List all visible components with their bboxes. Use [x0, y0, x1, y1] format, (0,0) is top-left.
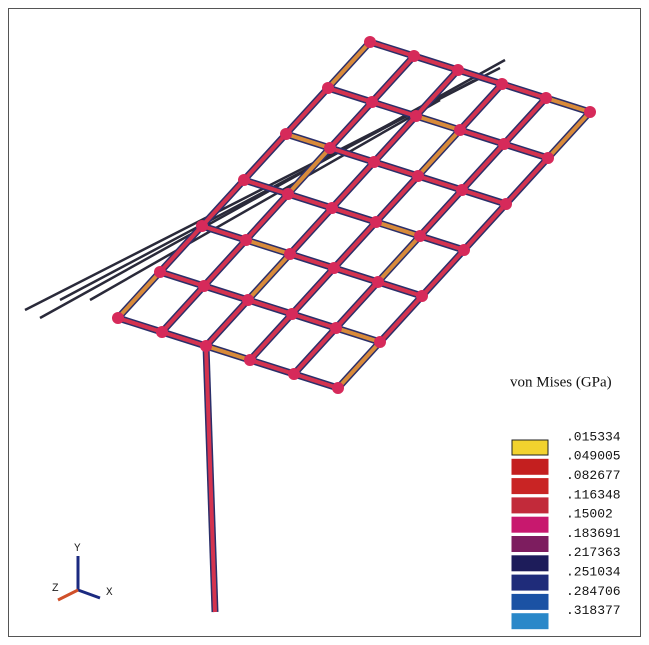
node — [196, 220, 208, 232]
node — [414, 230, 426, 242]
node — [452, 64, 464, 76]
fea-plot: von Mises (GPa) .015334 .049005 .082677 .11… — [0, 0, 649, 645]
node — [284, 248, 296, 260]
node — [366, 96, 378, 108]
node — [496, 78, 508, 90]
node — [370, 216, 382, 228]
node — [242, 294, 254, 306]
legend-swatch — [512, 498, 548, 513]
node — [198, 280, 210, 292]
legend-label: .217363 — [566, 545, 621, 560]
node — [288, 368, 300, 380]
legend-swatch — [512, 575, 548, 590]
legend-swatch — [512, 479, 548, 494]
node — [368, 156, 380, 168]
legend-swatch — [512, 537, 548, 552]
legend-swatch — [512, 440, 548, 455]
node — [584, 106, 596, 118]
node — [244, 354, 256, 366]
legend-swatch — [512, 594, 548, 609]
node — [540, 92, 552, 104]
node — [156, 326, 168, 338]
node — [238, 174, 250, 186]
triad-y-label: Y — [74, 543, 81, 555]
node — [326, 202, 338, 214]
node — [240, 234, 252, 246]
node — [500, 198, 512, 210]
node — [324, 142, 336, 154]
node — [416, 290, 428, 302]
legend-label: .015334 — [566, 429, 621, 444]
node — [322, 82, 334, 94]
legend-label: .049005 — [566, 449, 621, 464]
legend-swatch — [512, 459, 548, 474]
legend-label: .251034 — [566, 565, 621, 580]
node — [498, 138, 510, 150]
legend-label: .116348 — [566, 487, 621, 502]
node — [330, 322, 342, 334]
node — [332, 382, 344, 394]
node — [374, 336, 386, 348]
triad-x-label: X — [106, 587, 113, 599]
node — [286, 308, 298, 320]
legend-swatch — [512, 556, 548, 571]
legend-label: .318377 — [566, 603, 621, 618]
node — [372, 276, 384, 288]
legend-swatch — [512, 517, 548, 532]
node — [458, 244, 470, 256]
node — [328, 262, 340, 274]
node — [112, 312, 124, 324]
legend-label: .183691 — [566, 526, 621, 541]
legend-swatch — [512, 614, 548, 629]
legend-label: .15002 — [566, 507, 613, 522]
node — [282, 188, 294, 200]
page: {"legend": {"title": "von Mises (GPa)", … — [0, 0, 649, 645]
node — [200, 340, 212, 352]
node — [410, 110, 422, 122]
node — [412, 170, 424, 182]
node — [280, 128, 292, 140]
legend-title: von Mises (GPa) — [510, 374, 612, 390]
legend-label: .284706 — [566, 584, 621, 599]
triad-z-label: Z — [52, 583, 59, 595]
node — [364, 36, 376, 48]
node — [456, 184, 468, 196]
node — [454, 124, 466, 136]
legend-label: .082677 — [566, 468, 621, 483]
node — [154, 266, 166, 278]
node — [408, 50, 420, 62]
node — [542, 152, 554, 164]
legend: .015334 .049005 .082677 .116348 .15002 .18369… — [512, 429, 621, 628]
